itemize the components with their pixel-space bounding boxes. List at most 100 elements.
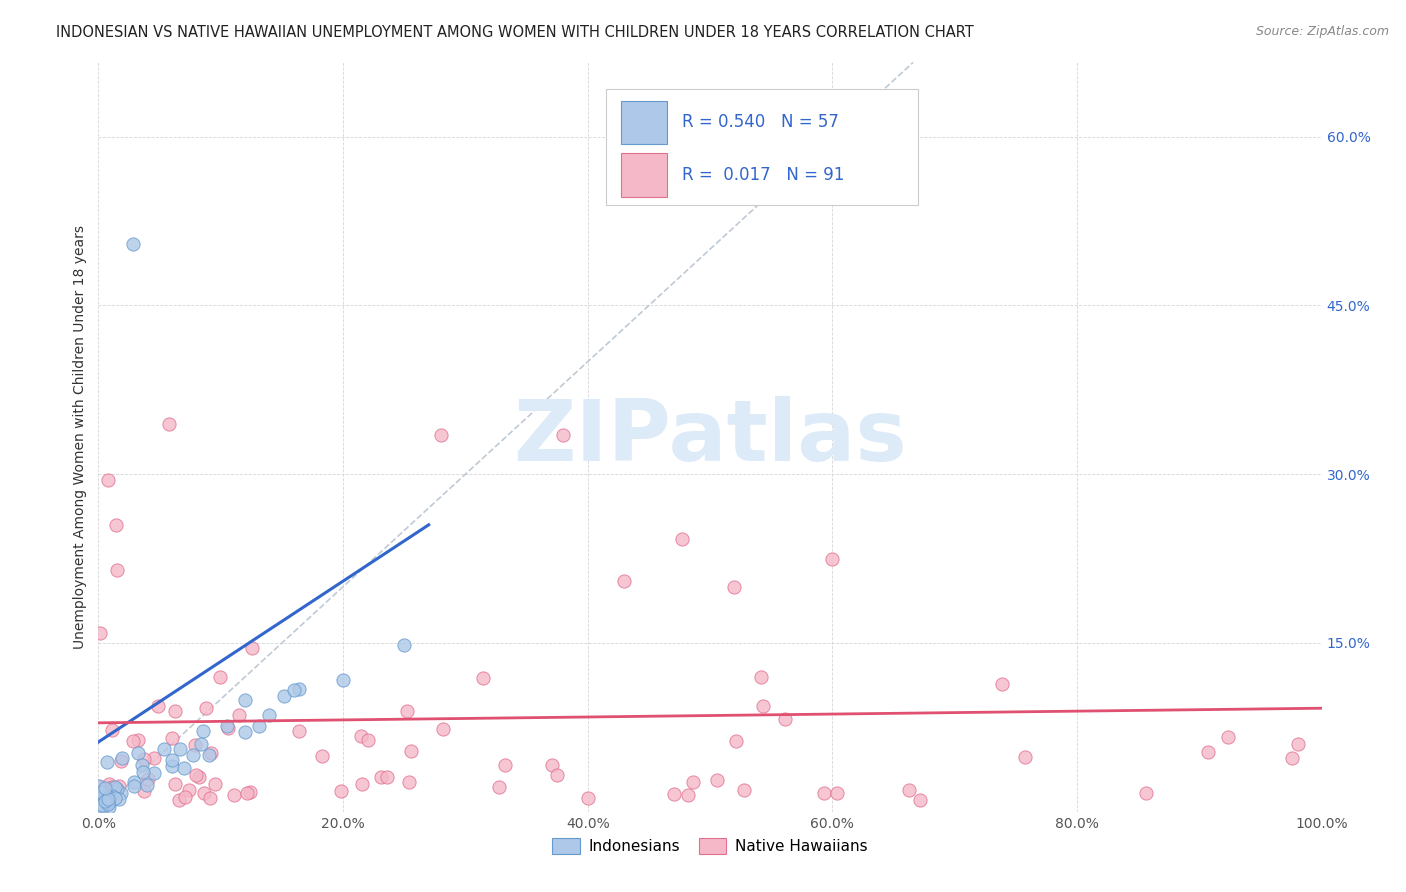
Point <box>107 792 129 806</box>
Point <box>173 761 195 775</box>
Point <box>613 574 636 588</box>
Point <box>242 640 264 655</box>
Point <box>821 551 844 566</box>
Point <box>553 427 575 442</box>
Point <box>143 751 166 765</box>
Point <box>288 723 311 738</box>
Point <box>122 734 145 748</box>
Point <box>127 733 149 747</box>
Point <box>98 794 121 808</box>
Text: ZIPatlas: ZIPatlas <box>513 395 907 479</box>
Point <box>370 770 392 784</box>
Point <box>350 729 373 743</box>
Point <box>89 786 111 800</box>
Point <box>398 775 420 789</box>
Point <box>188 770 211 784</box>
Point <box>1216 730 1239 744</box>
Point <box>97 799 120 814</box>
Text: Source: ZipAtlas.com: Source: ZipAtlas.com <box>1256 25 1389 38</box>
Point <box>311 749 333 764</box>
Point <box>827 786 849 800</box>
FancyBboxPatch shape <box>620 153 668 196</box>
Point <box>100 781 122 796</box>
Point <box>101 780 124 795</box>
Point <box>132 752 155 766</box>
Point <box>430 427 453 442</box>
Point <box>723 580 745 594</box>
Point <box>89 626 111 640</box>
Point <box>94 781 117 796</box>
Point <box>89 780 111 794</box>
Point <box>122 779 145 793</box>
Point <box>104 517 127 532</box>
Point <box>1014 749 1036 764</box>
Point <box>89 803 111 817</box>
Point <box>132 765 155 780</box>
Point <box>1281 751 1303 765</box>
Point <box>200 791 222 805</box>
Point <box>101 723 124 738</box>
Point <box>108 779 131 793</box>
Point <box>132 784 155 798</box>
Point <box>733 783 755 797</box>
Point <box>90 798 112 813</box>
Point <box>257 708 280 723</box>
Point <box>91 786 114 800</box>
Point <box>96 755 118 769</box>
Point <box>104 790 127 805</box>
Point <box>350 777 373 791</box>
Point <box>671 533 693 547</box>
Point <box>332 673 354 688</box>
Point <box>87 779 110 793</box>
Point <box>233 724 256 739</box>
Point <box>98 791 121 805</box>
Text: INDONESIAN VS NATIVE HAWAIIAN UNEMPLOYMENT AMONG WOMEN WITH CHILDREN UNDER 18 YE: INDONESIAN VS NATIVE HAWAIIAN UNEMPLOYME… <box>56 25 974 40</box>
Point <box>89 804 111 818</box>
Point <box>184 768 207 782</box>
Point <box>98 777 121 791</box>
Point <box>167 793 190 807</box>
Point <box>375 770 398 784</box>
Point <box>98 790 121 805</box>
Point <box>546 768 568 782</box>
Point <box>193 785 215 799</box>
Point <box>97 795 120 809</box>
Point <box>157 417 180 431</box>
FancyBboxPatch shape <box>620 101 668 145</box>
Point <box>773 712 796 726</box>
Point <box>165 704 187 718</box>
Point <box>110 786 132 800</box>
Point <box>179 783 201 797</box>
Text: R =  0.017   N = 91: R = 0.017 N = 91 <box>682 166 844 184</box>
Point <box>89 785 111 799</box>
Point <box>160 759 183 773</box>
Point <box>163 777 186 791</box>
Point <box>541 758 564 772</box>
Point <box>136 772 159 786</box>
FancyBboxPatch shape <box>606 88 918 205</box>
Point <box>494 757 516 772</box>
Point <box>91 801 114 815</box>
Point <box>283 683 305 698</box>
Point <box>105 781 128 796</box>
Point <box>94 787 117 801</box>
Point <box>662 787 685 801</box>
Point <box>329 784 352 798</box>
Point <box>101 780 124 795</box>
Point <box>228 707 250 722</box>
Point <box>136 778 159 792</box>
Point <box>173 789 195 804</box>
Point <box>239 784 262 798</box>
Point <box>990 677 1012 691</box>
Point <box>104 780 127 795</box>
Point <box>131 757 153 772</box>
Point <box>197 747 219 762</box>
Point <box>724 733 747 747</box>
Point <box>208 670 231 684</box>
Point <box>195 701 218 715</box>
Point <box>94 786 117 800</box>
Point <box>127 746 149 760</box>
Point <box>94 794 117 808</box>
Point <box>111 750 134 764</box>
Point <box>101 789 124 804</box>
